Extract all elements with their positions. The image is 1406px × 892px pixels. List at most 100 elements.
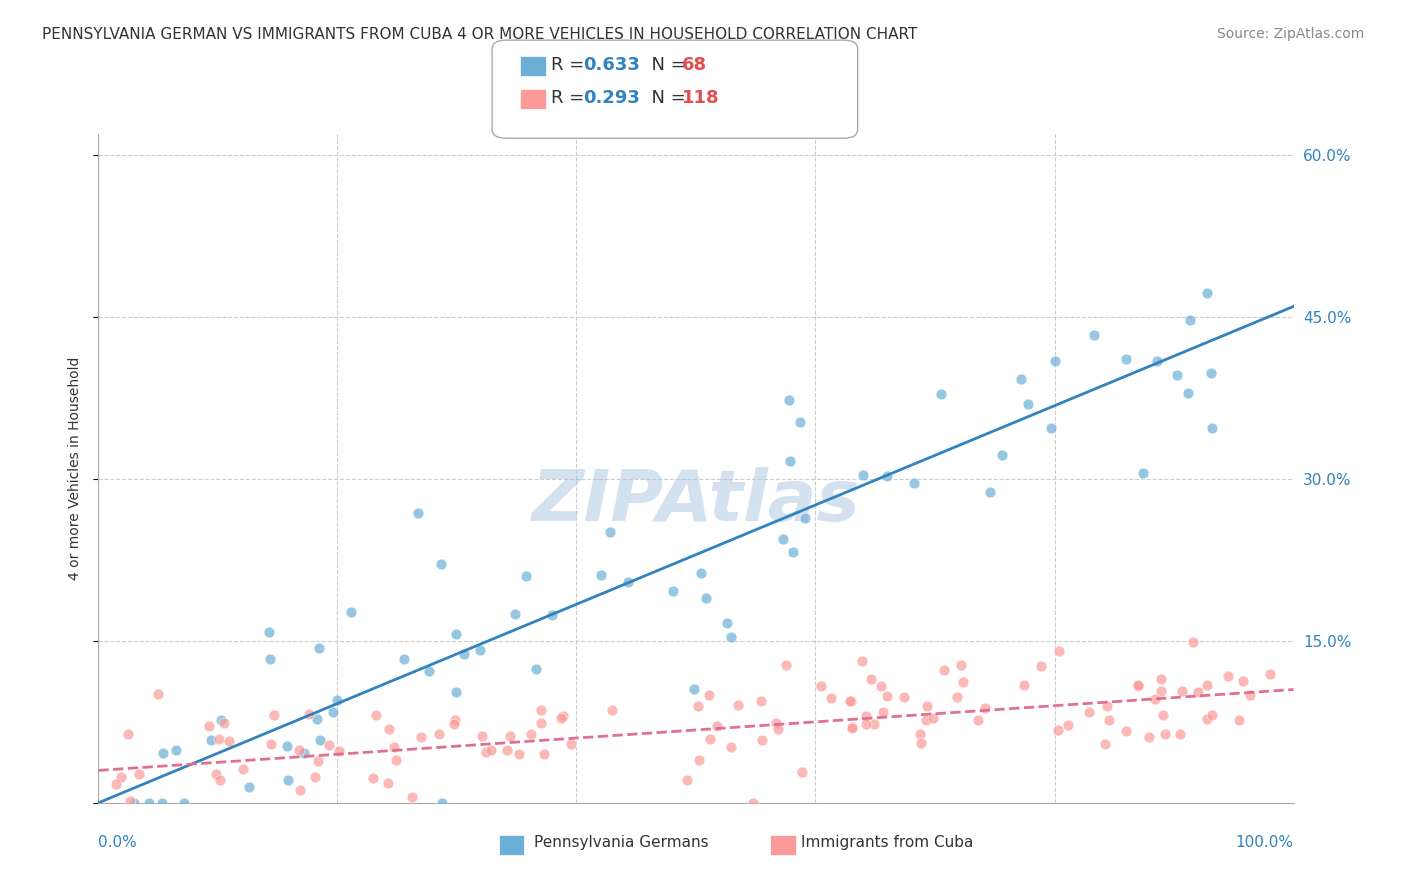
Point <box>860 672 883 686</box>
Point <box>772 532 794 546</box>
Point <box>872 705 894 719</box>
Point <box>444 684 467 698</box>
Point <box>765 715 787 730</box>
Point <box>751 732 773 747</box>
Point <box>305 712 328 726</box>
Point <box>1010 372 1032 386</box>
Point <box>1195 678 1218 692</box>
Text: 0.293: 0.293 <box>583 89 640 107</box>
Point <box>208 732 231 747</box>
Point <box>122 796 145 810</box>
Point <box>408 506 430 520</box>
Point <box>238 780 260 794</box>
Point <box>1197 712 1219 726</box>
Point <box>1126 679 1149 693</box>
Point <box>778 392 800 407</box>
Point <box>876 689 898 703</box>
Point <box>1171 684 1194 698</box>
Text: 118: 118 <box>682 89 720 107</box>
Point <box>377 722 399 736</box>
Point <box>1187 685 1209 699</box>
Point <box>863 717 886 731</box>
Point <box>209 772 232 787</box>
Point <box>1216 668 1239 682</box>
Point <box>128 767 150 781</box>
Text: ZIPAtlas: ZIPAtlas <box>531 467 860 536</box>
Point <box>443 717 465 731</box>
Point <box>1177 385 1199 400</box>
Point <box>364 708 387 723</box>
Text: N =: N = <box>640 56 692 74</box>
Point <box>496 743 519 757</box>
Point <box>688 754 710 768</box>
Point <box>260 738 283 752</box>
Text: Pennsylvania Germans: Pennsylvania Germans <box>534 836 709 850</box>
Point <box>304 770 326 784</box>
Point <box>385 753 408 767</box>
Point <box>553 709 575 723</box>
Point <box>720 631 742 645</box>
Point <box>1045 354 1067 368</box>
Point <box>979 485 1001 500</box>
Point <box>165 742 187 756</box>
Point <box>292 746 315 760</box>
Point <box>232 763 254 777</box>
Point <box>839 694 862 708</box>
Point <box>361 772 384 786</box>
Point <box>699 732 721 747</box>
Point <box>326 693 349 707</box>
Point <box>105 777 128 791</box>
Point <box>749 694 772 708</box>
Point <box>820 690 842 705</box>
Point <box>308 641 330 656</box>
Point <box>689 566 711 581</box>
Point <box>1094 737 1116 751</box>
Point <box>540 607 562 622</box>
Point <box>617 574 640 589</box>
Point <box>377 775 399 789</box>
Point <box>775 657 797 672</box>
Point <box>1017 397 1039 411</box>
Point <box>1031 658 1053 673</box>
Point <box>209 713 232 727</box>
Point <box>530 716 553 731</box>
Point <box>893 690 915 705</box>
Point <box>430 557 453 571</box>
Point <box>515 568 537 582</box>
Point <box>945 690 967 705</box>
Point <box>1150 684 1173 698</box>
Point <box>1168 727 1191 741</box>
Point <box>661 583 683 598</box>
Point <box>505 607 527 621</box>
Point <box>931 386 953 401</box>
Point <box>599 525 621 540</box>
Y-axis label: 4 or more Vehicles in Household: 4 or more Vehicles in Household <box>69 357 83 580</box>
Point <box>903 476 925 491</box>
Point <box>1126 678 1149 692</box>
Point <box>922 711 945 725</box>
Point <box>444 713 467 727</box>
Point <box>499 729 522 743</box>
Point <box>934 663 956 677</box>
Point <box>560 738 582 752</box>
Point <box>794 511 817 525</box>
Point <box>173 796 195 810</box>
Point <box>1178 313 1201 327</box>
Point <box>257 625 280 640</box>
Point <box>1132 467 1154 481</box>
Point <box>1166 368 1188 382</box>
Text: 0.633: 0.633 <box>583 56 640 74</box>
Point <box>1152 708 1174 723</box>
Point <box>967 714 990 728</box>
Point <box>259 652 281 666</box>
Point <box>1239 689 1261 703</box>
Point <box>382 739 405 754</box>
Text: R =: R = <box>551 56 591 74</box>
Point <box>789 415 811 429</box>
Point <box>869 679 891 693</box>
Point <box>1095 698 1118 713</box>
Point <box>309 732 332 747</box>
Point <box>855 709 877 723</box>
Point <box>1232 673 1254 688</box>
Point <box>530 703 553 717</box>
